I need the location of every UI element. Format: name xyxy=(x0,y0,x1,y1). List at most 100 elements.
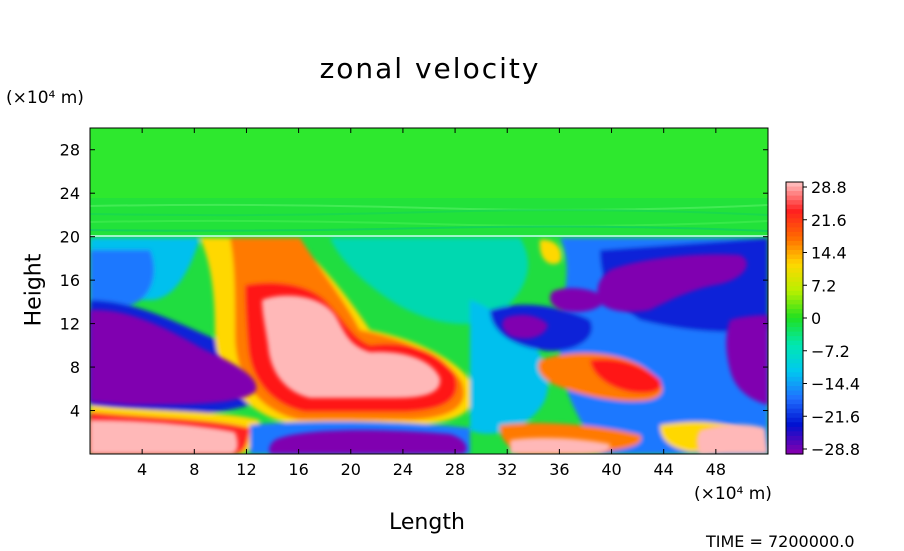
colorbar-segment xyxy=(786,363,803,369)
colorbar-segment xyxy=(786,395,803,401)
colorbar-segment xyxy=(786,213,803,219)
region-yellow-top-middle xyxy=(539,239,562,264)
region-pink-central xyxy=(262,295,441,398)
colorbar-segment xyxy=(786,182,803,188)
colorbar-segment xyxy=(786,431,803,437)
colorbar-segment xyxy=(786,191,803,197)
colorbar-segment xyxy=(786,367,803,373)
colorbar-segment xyxy=(786,440,803,446)
y-axis-ticks: 4 8 12 16 20 24 28 xyxy=(60,141,768,421)
colorbar-tick-label: 7.2 xyxy=(811,276,836,295)
colorbar: 28.8 21.6 14.4 7.2 0 −7.2 −14.4 −21.6 −28.8 xyxy=(785,178,860,459)
colorbar-segment xyxy=(786,268,803,274)
region-red-right xyxy=(590,359,661,394)
x-axis-label: Length xyxy=(389,510,465,535)
x-axis-unit: (×10⁴ m) xyxy=(694,484,772,504)
colorbar-tick-label: −21.6 xyxy=(811,407,860,426)
colorbar-segment xyxy=(786,372,803,378)
region-purple-bottom-center xyxy=(269,430,467,454)
colorbar-segment xyxy=(786,236,803,242)
stripe-4 xyxy=(90,225,768,232)
colorbar-segment xyxy=(786,331,803,337)
x-tick-label: 24 xyxy=(393,460,413,479)
region-purple-upper-right xyxy=(597,254,747,312)
colorbar-segment xyxy=(786,435,803,441)
x-tick-label: 36 xyxy=(549,460,569,479)
stripe-3 xyxy=(90,219,768,227)
colorbar-segment xyxy=(786,195,803,201)
colorbar-tick-label: 0 xyxy=(811,309,821,328)
y-tick-label: 28 xyxy=(60,141,80,160)
colorbar-segment xyxy=(786,290,803,296)
colorbar-segment xyxy=(786,322,803,328)
colorbar-segment xyxy=(786,240,803,247)
colorbar-segment xyxy=(786,426,803,432)
colorbar-segment xyxy=(786,386,803,392)
x-tick-label: 44 xyxy=(654,460,674,479)
colorbar-segment xyxy=(786,231,803,237)
x-tick-label: 4 xyxy=(137,460,147,479)
colorbar-segment xyxy=(786,304,803,310)
x-tick-label: 8 xyxy=(189,460,199,479)
y-tick-label: 24 xyxy=(60,184,80,203)
colorbar-segment xyxy=(786,404,803,410)
colorbar-tick-label: −7.2 xyxy=(811,342,850,361)
region-purple-right-edge xyxy=(726,315,768,405)
colorbar-segment xyxy=(786,390,803,396)
region-pink-bottom-right xyxy=(510,437,611,454)
plot-frame xyxy=(89,127,769,455)
colorbar-segment xyxy=(786,263,803,269)
colorbar-segment xyxy=(786,227,803,233)
colorbar-segment xyxy=(786,281,803,287)
colorbar-segment xyxy=(786,444,803,451)
colorbar-segment xyxy=(786,449,803,455)
x-tick-label: 48 xyxy=(706,460,726,479)
region-pink-bottom-left xyxy=(90,420,238,454)
colorbar-segment xyxy=(786,200,803,206)
colorbar-segment xyxy=(786,250,803,256)
colorbar-segment xyxy=(786,277,803,283)
colorbar-segment xyxy=(786,295,803,301)
colorbar-segment xyxy=(786,186,803,192)
colorbar-segment xyxy=(786,209,803,215)
region-purple-middle-small xyxy=(502,314,548,339)
colorbar-segment xyxy=(786,336,803,342)
region-cyan-lower-middle xyxy=(470,300,549,434)
colorbar-tick-label: 14.4 xyxy=(811,244,847,263)
colorbar-segment xyxy=(786,345,803,351)
x-tick-label: 28 xyxy=(445,460,465,479)
chart-title: zonal velocity xyxy=(319,52,541,85)
colorbar-segment xyxy=(786,417,803,423)
x-axis-ticks: 4 8 12 16 20 24 28 32 36 40 44 48 xyxy=(137,128,726,479)
colorbar-segment xyxy=(786,349,803,355)
colorbar-segment xyxy=(786,308,803,315)
x-tick-label: 32 xyxy=(497,460,517,479)
colorbar-segment xyxy=(786,286,803,292)
colorbar-segment xyxy=(786,354,803,360)
y-tick-label: 16 xyxy=(60,271,80,290)
region-pink-bottom-right-edge xyxy=(696,424,768,454)
stripe-2 xyxy=(90,209,768,217)
y-tick-label: 8 xyxy=(70,358,80,377)
colorbar-segment xyxy=(786,204,803,210)
colorbar-segment xyxy=(786,259,803,265)
y-axis-unit: (×10⁴ m) xyxy=(6,88,84,108)
region-cyan-middle xyxy=(330,238,529,324)
colorbar-tick-label: −14.4 xyxy=(811,375,860,394)
colorbar-segment xyxy=(786,399,803,405)
heatmap-field xyxy=(90,128,768,454)
colorbar-segment xyxy=(786,318,803,324)
x-tick-label: 16 xyxy=(288,460,308,479)
y-tick-label: 12 xyxy=(60,315,80,334)
stripe-1 xyxy=(90,203,768,211)
colorbar-segment xyxy=(786,222,803,228)
colorbar-segment xyxy=(786,413,803,419)
colorbar-segment xyxy=(786,327,803,333)
colorbar-segment xyxy=(786,422,803,428)
colorbar-segment xyxy=(786,254,803,260)
colorbar-tick-label: 28.8 xyxy=(811,178,847,197)
colorbar-segment xyxy=(786,218,803,224)
x-tick-label: 12 xyxy=(236,460,256,479)
colorbar-segment xyxy=(786,408,803,414)
colorbar-segment xyxy=(786,376,803,383)
